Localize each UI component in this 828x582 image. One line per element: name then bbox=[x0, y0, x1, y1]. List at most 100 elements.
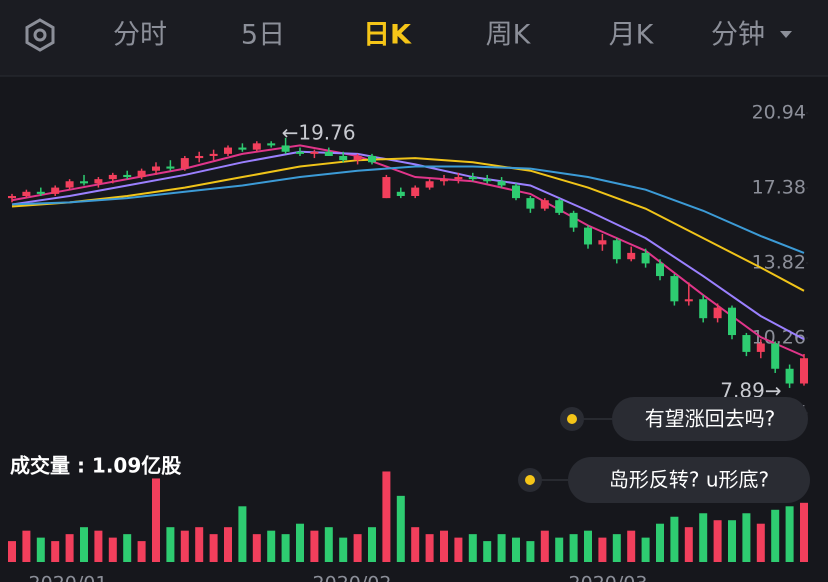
candle-body bbox=[310, 151, 319, 154]
volume-bar bbox=[123, 534, 132, 562]
volume-bar bbox=[108, 537, 117, 562]
volume-bar bbox=[728, 520, 736, 562]
volume-bar bbox=[180, 530, 189, 562]
volume-bar bbox=[454, 537, 463, 562]
candle-body bbox=[641, 252, 650, 264]
candle-body bbox=[569, 212, 578, 228]
volume-bar bbox=[440, 530, 448, 562]
candle-body bbox=[526, 198, 535, 209]
moving-average bbox=[11, 165, 805, 254]
volume-bar bbox=[771, 509, 780, 562]
volume-bar bbox=[612, 534, 621, 562]
candle-body bbox=[324, 151, 333, 156]
moving-average bbox=[11, 157, 805, 292]
candle-body bbox=[454, 177, 463, 180]
candle-body bbox=[728, 307, 736, 336]
volume-bar bbox=[252, 534, 261, 562]
volume-bar bbox=[584, 530, 592, 562]
candle-body bbox=[8, 196, 16, 199]
candle-body bbox=[123, 174, 132, 178]
moving-average bbox=[11, 150, 805, 341]
volume-bar bbox=[296, 523, 304, 562]
bubble-text: 岛形反转? u形底? bbox=[609, 468, 769, 492]
candle-body bbox=[468, 177, 477, 180]
dropdown-arrow[interactable] bbox=[780, 31, 792, 38]
candle-body bbox=[598, 240, 607, 245]
volume-bar bbox=[238, 506, 247, 562]
tab[interactable]: 5日 bbox=[241, 20, 285, 51]
volume-bar bbox=[497, 534, 506, 562]
candle-body bbox=[137, 170, 146, 178]
candle-body bbox=[742, 335, 751, 352]
candle-body bbox=[281, 145, 290, 152]
volume-bar bbox=[555, 537, 564, 562]
volume-bar bbox=[742, 513, 751, 562]
candle-body bbox=[483, 179, 492, 182]
tab[interactable]: 日K bbox=[363, 20, 412, 51]
candle-body bbox=[80, 181, 88, 184]
settings-icon[interactable] bbox=[25, 18, 55, 52]
candle-body bbox=[368, 155, 376, 163]
volume-bar bbox=[368, 527, 376, 562]
candle-body bbox=[209, 153, 218, 156]
candle-body bbox=[195, 155, 204, 159]
volume-bar bbox=[396, 495, 405, 562]
volume-bar bbox=[785, 506, 794, 562]
candle-body bbox=[65, 181, 74, 188]
x-tick-label: 2020/02 bbox=[313, 573, 392, 582]
candle-body bbox=[713, 307, 722, 319]
x-tick-label: 2020/01 bbox=[29, 573, 108, 582]
volume-bar bbox=[324, 527, 333, 562]
candle-body bbox=[584, 227, 592, 245]
max-label: ←19.76 bbox=[282, 120, 356, 144]
y-tick-label: 13.82 bbox=[752, 252, 806, 274]
volume-bar bbox=[411, 527, 420, 562]
volume-bar bbox=[310, 530, 319, 562]
candle-body bbox=[699, 299, 708, 319]
volume-bar bbox=[598, 537, 607, 562]
volume-bar bbox=[382, 471, 391, 562]
volume-label: 成交量 : 1.09亿股 bbox=[10, 454, 181, 478]
volume-bar bbox=[166, 527, 175, 562]
volume-bar bbox=[483, 541, 492, 562]
candle-body bbox=[296, 151, 304, 154]
volume-bar bbox=[540, 530, 549, 562]
tab[interactable]: 周K bbox=[486, 20, 532, 51]
tab[interactable]: 月K bbox=[609, 20, 655, 51]
volume-bar bbox=[195, 527, 204, 562]
bubble-2[interactable]: 岛形反转? u形底? bbox=[518, 457, 810, 503]
candle-body bbox=[411, 187, 420, 197]
candle-body bbox=[238, 147, 247, 150]
volume-bar bbox=[281, 534, 290, 562]
candle-body bbox=[440, 179, 448, 182]
volume-bar bbox=[224, 527, 232, 562]
bubble-1[interactable]: 有望涨回去吗? bbox=[560, 397, 808, 441]
volume-bar bbox=[209, 534, 218, 562]
candle-body bbox=[108, 174, 117, 180]
candle-body bbox=[425, 181, 434, 188]
volume-bar bbox=[699, 513, 708, 562]
candle-body bbox=[612, 240, 621, 260]
tab[interactable]: 分钟 bbox=[711, 20, 765, 51]
candle-body bbox=[267, 143, 276, 146]
volume-bar bbox=[65, 534, 74, 562]
y-tick-label: 20.94 bbox=[752, 102, 806, 124]
candle-body bbox=[512, 185, 520, 199]
volume-bar bbox=[152, 478, 160, 562]
candle-body bbox=[224, 147, 232, 154]
candle-body bbox=[152, 166, 160, 171]
y-tick-label: 17.38 bbox=[752, 177, 806, 199]
candle-body bbox=[36, 191, 45, 194]
volume-bar bbox=[80, 527, 88, 562]
volume-bar bbox=[684, 527, 693, 562]
candle-body bbox=[382, 177, 391, 199]
volume-bar bbox=[569, 534, 578, 562]
volume-bar bbox=[137, 541, 146, 562]
volume-bar bbox=[8, 541, 16, 562]
candle-body bbox=[166, 166, 175, 169]
candle-body bbox=[252, 143, 261, 150]
tab[interactable]: 分时 bbox=[113, 20, 167, 51]
candle-body bbox=[396, 191, 405, 197]
